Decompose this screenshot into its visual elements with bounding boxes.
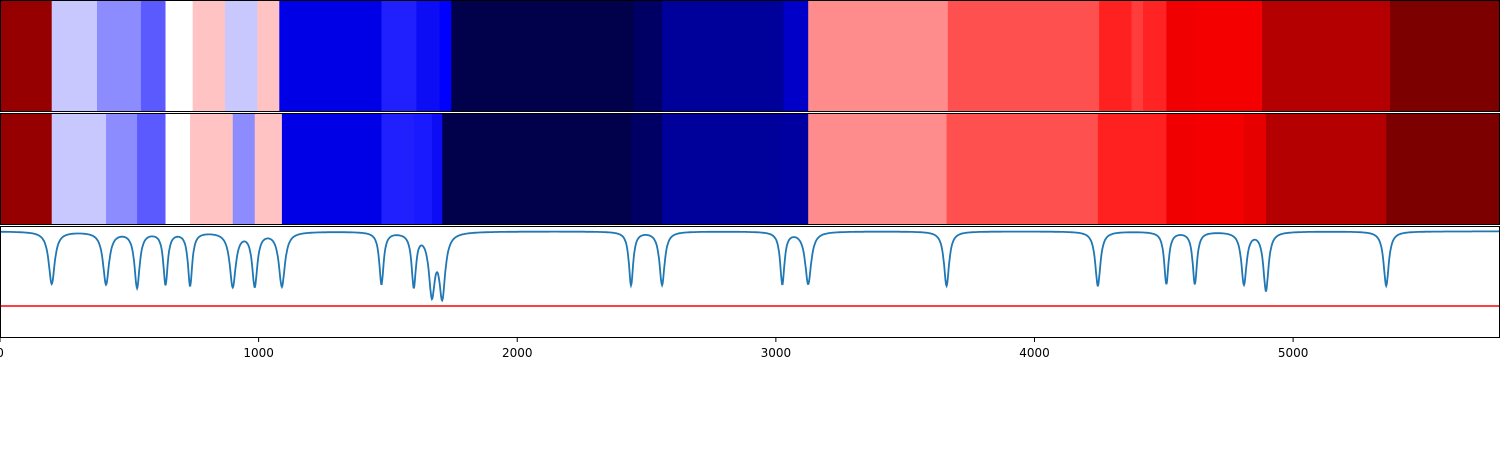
x-tick-label: 5000: [1278, 346, 1309, 360]
heatmap-cell: [782, 113, 809, 225]
heatmap-cell: [1099, 0, 1133, 112]
heatmap-cell: [1386, 113, 1500, 225]
heatmap-cell: [165, 0, 194, 112]
heatmap-cell: [96, 0, 142, 112]
heatmap-cell: [431, 113, 443, 225]
heatmap-panel-middle: [0, 113, 1500, 225]
heatmap-cell: [662, 0, 785, 112]
heatmap-cell: [451, 0, 635, 112]
heatmap-cell: [140, 0, 167, 112]
heatmap-cell: [1166, 113, 1196, 225]
heatmap-cell: [279, 0, 383, 112]
heatmap-cell: [413, 113, 433, 225]
heatmap-cell: [281, 113, 383, 225]
heatmap-cell: [51, 113, 107, 225]
heatmap-cell: [0, 113, 53, 225]
heatmap-cell: [1131, 0, 1144, 112]
x-axis: 0 1000 2000 3000 4000 5000: [0, 338, 1308, 360]
heatmap-cell: [1194, 0, 1263, 112]
heatmap-cell: [165, 113, 191, 225]
heatmap-cell: [662, 113, 783, 225]
heatmap-cell: [439, 0, 452, 112]
line-panel-bottom: [0, 226, 1500, 338]
heatmap-cell: [1097, 113, 1167, 225]
heatmap-cell: [1262, 0, 1391, 112]
heatmap-cell: [1265, 113, 1387, 225]
heatmap-cell: [416, 0, 441, 112]
x-tick-label: 0: [0, 346, 4, 360]
heatmap-cell: [808, 0, 949, 112]
heatmap-cell: [225, 0, 258, 112]
x-tick-label: 3000: [761, 346, 792, 360]
heatmap-cell: [381, 0, 417, 112]
heatmap-cell: [381, 113, 415, 225]
heatmap-cell: [190, 113, 234, 225]
heatmap-cell: [1390, 0, 1500, 112]
heatmap-cell: [106, 113, 138, 225]
heatmap-cell: [808, 113, 948, 225]
heatmap-cell: [137, 113, 167, 225]
heatmap-cell: [947, 0, 1100, 112]
heatmap-cell: [631, 113, 663, 225]
x-tick-label: 2000: [502, 346, 533, 360]
heatmap-cell: [254, 113, 283, 225]
heatmap-cell: [946, 113, 1099, 225]
heatmap-cell: [0, 0, 53, 112]
heatmap-cell: [1143, 0, 1167, 112]
heatmap-cell: [192, 0, 226, 112]
heatmap-cell: [51, 0, 98, 112]
heatmap-cell: [1243, 113, 1267, 225]
heatmap-cell: [633, 0, 663, 112]
x-tick-label: 1000: [243, 346, 274, 360]
series-line: [0, 230, 1500, 303]
heatmap-cell: [1166, 0, 1196, 112]
heatmap-cell: [442, 113, 632, 225]
heatmap-cell: [257, 0, 280, 112]
heatmap-panel-top: [0, 0, 1500, 112]
x-tick-label: 4000: [1019, 346, 1050, 360]
heatmap-cell: [232, 113, 256, 225]
heatmap-cell: [1194, 113, 1245, 225]
heatmap-cell: [783, 0, 809, 112]
